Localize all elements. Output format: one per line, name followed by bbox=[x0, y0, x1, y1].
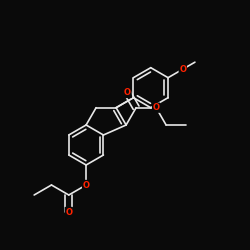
Text: O: O bbox=[152, 103, 160, 112]
Text: O: O bbox=[65, 208, 72, 216]
Text: O: O bbox=[179, 65, 186, 74]
Text: O: O bbox=[124, 88, 131, 98]
Text: O: O bbox=[82, 180, 89, 190]
